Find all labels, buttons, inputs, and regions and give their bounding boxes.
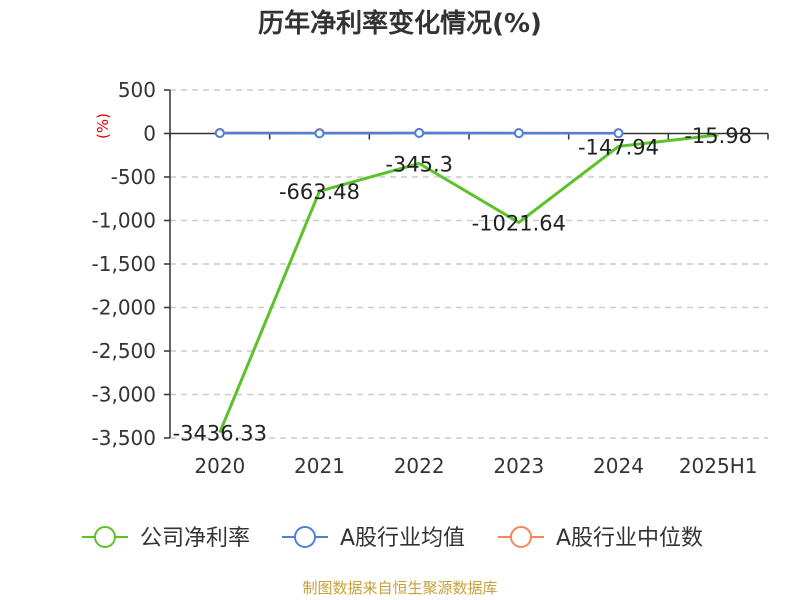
legend: 公司净利率 A股行业均值 A股行业中位数 — [82, 526, 703, 551]
x-tick-label: 2020 — [194, 454, 245, 478]
x-tick-label: 2022 — [394, 454, 445, 478]
grid-lines — [170, 89, 768, 439]
x-tick-label: 2021 — [294, 454, 345, 478]
data-labels: -3436.33 -663.48 -345.3 -1021.64 -147.94 -15.… — [173, 124, 752, 446]
series-lines — [214, 127, 719, 434]
series-point — [513, 128, 524, 139]
series-line-0 — [218, 133, 719, 434]
legend-label: A股行业均值 — [340, 526, 465, 551]
series-point — [414, 127, 425, 138]
series-point — [613, 128, 624, 139]
x-tick-label: 2023 — [493, 454, 544, 478]
data-label: -1021.64 — [472, 211, 566, 235]
x-tick-label: 2025H1 — [679, 454, 758, 478]
legend-label: A股行业中位数 — [556, 526, 703, 551]
y-tick-label: -3,500 — [92, 426, 156, 450]
data-label: -147.94 — [578, 135, 659, 159]
y-tick-label: 0 — [143, 122, 156, 146]
y-axis-unit-label: (%) — [94, 113, 112, 139]
y-tick-label: -2,500 — [92, 339, 156, 363]
chart-title: 历年净利率变化情况(%) — [258, 8, 542, 39]
series-point — [214, 128, 225, 139]
y-tick-label: -3,000 — [92, 383, 156, 407]
legend-label: 公司净利率 — [140, 526, 250, 551]
data-label: -345.3 — [385, 153, 453, 177]
legend-marker — [94, 526, 116, 548]
data-label: -15.98 — [684, 124, 752, 148]
data-label: -663.48 — [279, 180, 360, 204]
axes: 500 0 -500 -1,000 -1,500 -2,000 -2,500 -3,000 -3… — [92, 78, 769, 478]
legend-marker — [294, 526, 316, 548]
y-tick-label: -1,500 — [92, 252, 156, 276]
data-label: -3436.33 — [173, 421, 267, 445]
y-tick-label: -500 — [111, 165, 156, 189]
y-tick-label: -1,000 — [92, 209, 156, 233]
source-note: 制图数据来自恒生聚源数据库 — [302, 579, 497, 597]
x-tick-label: 2024 — [593, 454, 644, 478]
series-point — [314, 128, 325, 139]
legend-marker — [510, 526, 532, 548]
y-tick-label: -2,000 — [92, 296, 156, 320]
y-tick-label: 500 — [118, 78, 156, 102]
